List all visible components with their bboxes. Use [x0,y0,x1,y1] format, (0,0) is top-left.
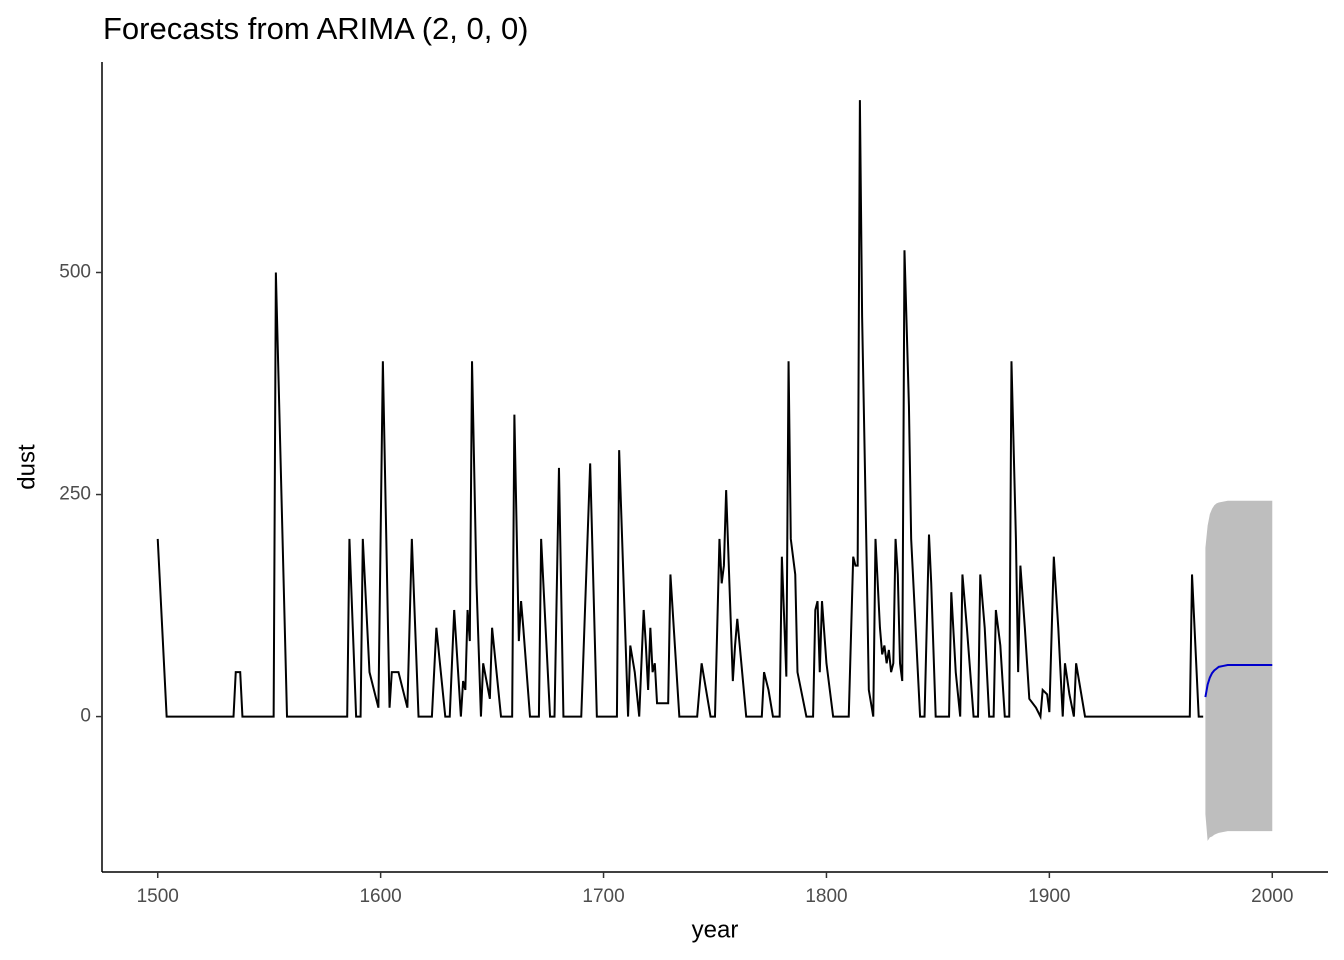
y-tick-label: 250 [59,484,91,505]
forecast-line [1204,664,1273,698]
chart-title: Forecasts from ARIMA (2, 0, 0) [103,11,529,46]
x-tick-label: 1900 [1028,886,1070,907]
x-tick-label: 1800 [805,886,847,907]
x-tick-label: 1700 [582,886,624,907]
y-axis-title: dust [13,444,40,490]
y-tick-label: 500 [59,262,91,283]
forecast-interval [1205,500,1273,841]
x-tick-label: 1600 [359,886,401,907]
x-tick-label: 2000 [1251,886,1293,907]
x-tick-label: 1500 [137,886,179,907]
data-line [156,100,1204,721]
x-axis-title: year [692,916,739,943]
y-tick-label: 0 [80,706,91,727]
